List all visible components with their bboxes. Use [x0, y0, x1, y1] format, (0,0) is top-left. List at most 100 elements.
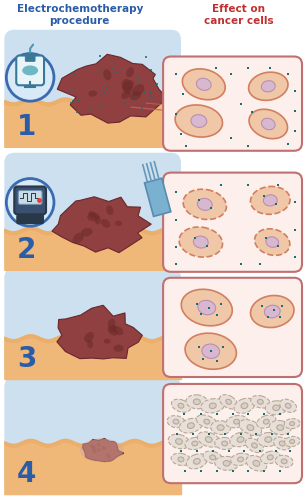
Ellipse shape: [193, 399, 200, 404]
Ellipse shape: [223, 460, 230, 466]
Ellipse shape: [88, 90, 97, 96]
Ellipse shape: [188, 423, 194, 428]
Circle shape: [6, 54, 54, 101]
Ellipse shape: [241, 403, 248, 408]
Ellipse shape: [279, 441, 285, 446]
FancyBboxPatch shape: [16, 56, 44, 86]
Ellipse shape: [171, 454, 191, 466]
Ellipse shape: [290, 422, 295, 426]
Ellipse shape: [122, 80, 134, 91]
Text: Electrochemotherapy
procedure: Electrochemotherapy procedure: [16, 4, 143, 26]
FancyBboxPatch shape: [16, 214, 44, 224]
Ellipse shape: [284, 418, 300, 428]
Ellipse shape: [122, 79, 133, 94]
Ellipse shape: [73, 232, 84, 243]
Ellipse shape: [220, 394, 238, 409]
Ellipse shape: [261, 118, 275, 130]
Ellipse shape: [273, 405, 280, 410]
Ellipse shape: [263, 195, 277, 206]
Ellipse shape: [237, 436, 244, 442]
Ellipse shape: [102, 446, 105, 450]
Ellipse shape: [265, 401, 287, 415]
Ellipse shape: [183, 189, 226, 220]
Ellipse shape: [175, 105, 223, 137]
Text: 3: 3: [17, 345, 37, 373]
Ellipse shape: [251, 396, 270, 408]
Ellipse shape: [167, 416, 185, 428]
Ellipse shape: [234, 420, 239, 424]
Ellipse shape: [192, 441, 198, 446]
Ellipse shape: [176, 438, 182, 444]
FancyBboxPatch shape: [4, 268, 181, 379]
Ellipse shape: [197, 198, 212, 210]
Ellipse shape: [108, 318, 116, 330]
Ellipse shape: [217, 425, 224, 430]
Ellipse shape: [103, 447, 106, 449]
Ellipse shape: [88, 211, 96, 218]
Ellipse shape: [231, 454, 250, 466]
Ellipse shape: [266, 237, 279, 248]
Ellipse shape: [181, 290, 232, 326]
Circle shape: [6, 178, 54, 226]
Ellipse shape: [197, 432, 220, 447]
Ellipse shape: [121, 90, 131, 99]
Ellipse shape: [22, 66, 38, 76]
Ellipse shape: [246, 456, 267, 471]
Ellipse shape: [269, 420, 291, 434]
Ellipse shape: [95, 216, 101, 224]
Ellipse shape: [250, 296, 294, 328]
Ellipse shape: [179, 418, 203, 433]
Ellipse shape: [205, 436, 212, 442]
Ellipse shape: [238, 457, 243, 462]
FancyBboxPatch shape: [14, 186, 46, 214]
Ellipse shape: [281, 459, 287, 464]
Ellipse shape: [84, 332, 94, 342]
Ellipse shape: [130, 92, 141, 100]
Ellipse shape: [178, 404, 184, 408]
Ellipse shape: [196, 415, 217, 428]
Ellipse shape: [280, 399, 296, 412]
FancyBboxPatch shape: [4, 30, 181, 147]
Ellipse shape: [115, 220, 122, 226]
Ellipse shape: [230, 432, 251, 447]
Ellipse shape: [193, 236, 208, 248]
Ellipse shape: [245, 438, 264, 452]
FancyBboxPatch shape: [4, 377, 181, 494]
Ellipse shape: [211, 420, 231, 434]
Ellipse shape: [106, 454, 110, 458]
Ellipse shape: [178, 457, 184, 462]
Ellipse shape: [267, 455, 273, 460]
Ellipse shape: [87, 340, 93, 348]
Ellipse shape: [109, 329, 118, 336]
Text: 4: 4: [17, 460, 37, 488]
Ellipse shape: [126, 68, 134, 78]
Ellipse shape: [275, 456, 293, 468]
Ellipse shape: [81, 228, 92, 236]
Ellipse shape: [97, 443, 101, 446]
Ellipse shape: [257, 432, 279, 446]
Ellipse shape: [185, 333, 236, 370]
Text: 1: 1: [17, 113, 37, 141]
Ellipse shape: [249, 110, 288, 138]
Ellipse shape: [253, 460, 260, 466]
Ellipse shape: [264, 419, 269, 424]
Ellipse shape: [215, 456, 239, 470]
FancyBboxPatch shape: [163, 278, 302, 377]
Ellipse shape: [103, 69, 111, 80]
Ellipse shape: [290, 440, 295, 444]
Ellipse shape: [186, 454, 207, 469]
Ellipse shape: [284, 436, 300, 446]
Ellipse shape: [196, 78, 211, 90]
Ellipse shape: [168, 434, 190, 449]
Ellipse shape: [249, 72, 288, 101]
Ellipse shape: [209, 403, 216, 408]
Ellipse shape: [101, 219, 110, 228]
Polygon shape: [57, 306, 142, 359]
Text: 2: 2: [17, 236, 37, 264]
Ellipse shape: [186, 395, 208, 409]
Polygon shape: [83, 438, 124, 462]
Text: Effect on
cancer cells: Effect on cancer cells: [204, 4, 273, 26]
FancyBboxPatch shape: [18, 190, 42, 204]
Ellipse shape: [113, 326, 123, 335]
Ellipse shape: [247, 424, 254, 430]
